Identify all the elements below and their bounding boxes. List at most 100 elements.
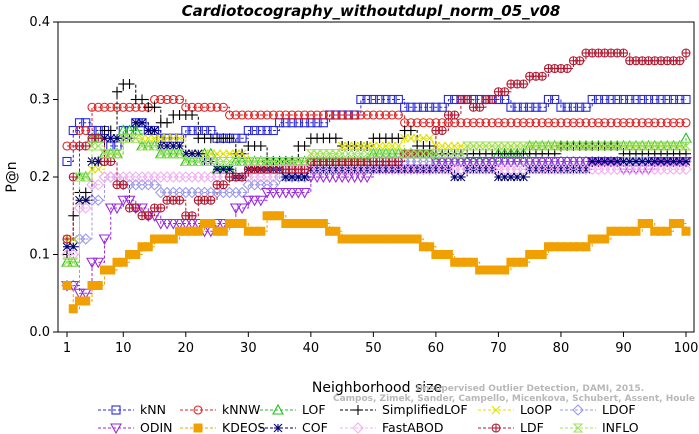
data-point-inflo <box>324 149 335 159</box>
data-point-inflo <box>155 149 167 159</box>
data-point-odin <box>161 218 173 230</box>
chart-title: Cardiotocography_withoutdupl_norm_05_v08 <box>182 2 561 20</box>
data-point-odin <box>561 156 574 168</box>
data-point-fastabod <box>267 171 280 183</box>
data-point-knnw <box>300 110 310 120</box>
data-point-odin <box>236 203 249 215</box>
data-point-loop <box>231 149 241 159</box>
data-point-odin <box>492 156 505 168</box>
data-point-knn <box>393 94 403 105</box>
data-point-kdeos <box>537 250 547 259</box>
data-point-inflo <box>286 156 298 167</box>
data-point-loop <box>212 149 222 159</box>
data-point-knnw <box>375 110 385 120</box>
data-point-inflo <box>92 141 104 151</box>
data-point-cof <box>162 141 172 151</box>
data-point-inflo <box>643 141 654 151</box>
data-point-knnw <box>156 94 166 105</box>
data-point-ldf <box>106 156 116 167</box>
data-point-knnw <box>418 118 428 128</box>
data-point-knnw <box>337 110 347 120</box>
data-point-ldof <box>298 171 311 183</box>
data-point-ldf <box>68 172 78 182</box>
data-point-inflo <box>405 149 417 159</box>
data-point-inflo <box>561 141 573 151</box>
data-point-kdeos <box>681 226 691 236</box>
data-point-inflo <box>555 141 567 151</box>
data-point-knnw <box>525 118 535 128</box>
data-point-knn <box>262 125 272 136</box>
data-point-odin <box>523 156 536 168</box>
data-point-odin <box>273 187 286 199</box>
data-point-simplifiedlof <box>105 125 116 136</box>
data-point-knnw <box>168 94 178 105</box>
data-point-inflo <box>99 149 110 159</box>
data-point-knnw <box>581 118 591 128</box>
series-line-knnw <box>67 99 686 147</box>
data-point-knnw <box>625 118 635 128</box>
data-point-kdeos <box>412 234 422 244</box>
data-point-knnw <box>287 110 297 120</box>
data-point-loop <box>137 133 147 143</box>
data-point-knnw <box>506 118 516 128</box>
data-point-odin <box>511 156 524 168</box>
data-point-loop <box>406 133 416 143</box>
y-tick-label: 0.1 <box>29 248 50 263</box>
legend-label: LDF <box>520 420 544 434</box>
data-point-simplifiedlof <box>187 110 198 120</box>
data-point-knn <box>631 94 641 105</box>
data-point-inflo <box>418 149 429 159</box>
data-point-knn <box>550 94 560 105</box>
data-point-knnw <box>93 102 103 112</box>
data-point-simplifiedlof <box>330 133 341 144</box>
data-point-odin <box>486 156 499 168</box>
data-point-ldf <box>487 94 497 105</box>
data-point-inflo <box>224 156 235 167</box>
data-point-knn <box>375 94 385 105</box>
data-point-odin <box>154 218 167 230</box>
data-point-knnw <box>556 118 566 128</box>
legend-marker <box>110 423 122 434</box>
data-point-knn <box>443 94 453 105</box>
data-point-ldf <box>174 195 185 205</box>
data-point-inflo <box>130 133 142 143</box>
data-point-kdeos <box>675 219 685 228</box>
data-point-ldf <box>118 180 128 190</box>
data-point-cof <box>68 242 78 252</box>
data-point-inflo <box>105 149 117 159</box>
data-point-inflo <box>661 141 673 151</box>
data-point-knn <box>656 94 666 105</box>
data-point-loop <box>343 141 353 151</box>
x-tick-label: 30 <box>240 341 257 356</box>
data-point-cof <box>106 133 116 143</box>
data-point-odin <box>548 156 561 168</box>
data-point-kdeos <box>168 234 178 244</box>
data-point-knnw <box>543 118 553 128</box>
data-point-odin <box>86 257 98 269</box>
data-point-knn <box>562 102 572 112</box>
legend-marker <box>572 404 584 416</box>
legend-item-simplifiedlof: SimplifiedLOF <box>340 402 468 417</box>
data-point-knnw <box>368 110 378 120</box>
data-point-loop <box>375 141 385 151</box>
data-point-inflo <box>180 156 192 167</box>
data-point-ldf <box>681 48 691 58</box>
data-point-simplifiedlof <box>80 187 91 198</box>
data-point-knnw <box>456 118 466 128</box>
data-point-inflo <box>449 149 460 159</box>
data-point-odin <box>298 187 311 199</box>
data-point-knn <box>643 94 654 105</box>
data-point-inflo <box>430 149 442 159</box>
data-point-inflo <box>111 149 123 159</box>
data-point-simplifiedlof <box>255 141 266 151</box>
legend-item-ldf: LDF <box>478 420 544 434</box>
data-point-odin <box>517 156 530 168</box>
data-point-knn <box>512 102 522 112</box>
data-point-knnw <box>62 141 72 151</box>
data-point-knn <box>250 125 260 136</box>
data-point-inflo <box>424 149 435 159</box>
data-point-odin <box>286 187 299 199</box>
data-point-inflo <box>536 141 548 151</box>
data-point-inflo <box>605 141 617 151</box>
data-point-inflo <box>543 141 554 151</box>
